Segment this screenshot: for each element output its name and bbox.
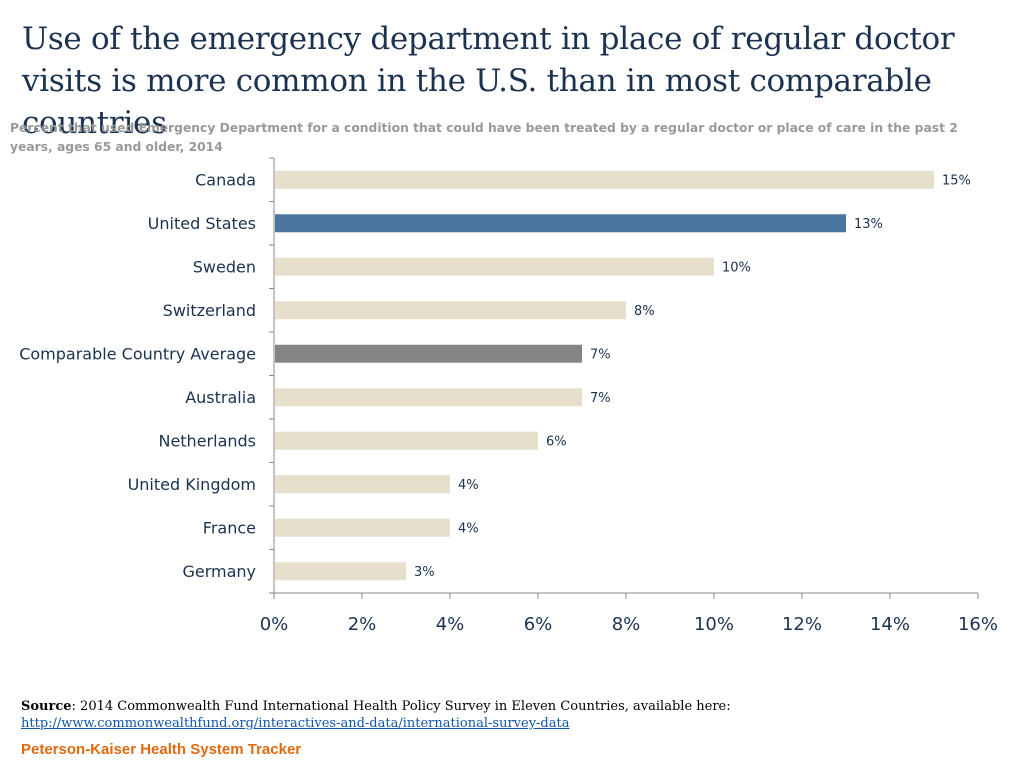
data-label: 4%: [458, 521, 479, 536]
data-label: 3%: [414, 565, 435, 580]
bar: [275, 431, 538, 450]
bar: [275, 344, 582, 363]
category-label: Australia: [185, 388, 256, 407]
category-label: Germany: [182, 562, 256, 581]
source-note: Source: 2014 Commonwealth Fund Internati…: [21, 698, 1001, 732]
data-label: 13%: [854, 217, 883, 232]
bar: [275, 214, 846, 233]
bar: [275, 257, 714, 276]
category-label: Switzerland: [163, 301, 256, 320]
category-label: United States: [148, 214, 256, 233]
data-label: 4%: [458, 478, 479, 493]
data-label: 7%: [590, 391, 611, 406]
data-label: 6%: [546, 434, 567, 449]
brand-footer: Peterson-Kaiser Health System Tracker: [21, 741, 302, 758]
category-label: France: [203, 518, 256, 537]
category-label: Canada: [195, 170, 256, 189]
x-tick-label: 2%: [348, 614, 377, 635]
x-tick-label: 10%: [694, 614, 734, 635]
category-label: Sweden: [193, 257, 256, 276]
category-label: Netherlands: [158, 431, 256, 450]
x-tick-label: 12%: [782, 614, 822, 635]
category-label: Comparable Country Average: [19, 344, 256, 363]
bar-chart: 0% 2% 4% 6% 8% 10% 12% 14% 16% Canada 15% United St…: [19, 157, 998, 635]
data-label: 10%: [722, 260, 751, 275]
bar: [275, 518, 450, 537]
x-tick-label: 6%: [524, 614, 553, 635]
category-label: United Kingdom: [128, 475, 256, 494]
chart-subtitle: Percent that used Emergency Department f…: [10, 121, 958, 154]
data-label: 7%: [590, 347, 611, 362]
x-tick-label: 4%: [436, 614, 465, 635]
x-tick-label: 8%: [612, 614, 641, 635]
source-link[interactable]: http://www.commonwealthfund.org/interact…: [21, 716, 570, 731]
bar: [275, 301, 626, 320]
bar: [275, 170, 934, 189]
chart-title: Use of the emergency department in place…: [22, 21, 955, 141]
data-label: 15%: [942, 173, 971, 188]
x-tick-label: 14%: [870, 614, 910, 635]
source-text: : 2014 Commonwealth Fund International H…: [71, 699, 731, 714]
source-label: Source: [21, 699, 72, 714]
bar: [275, 388, 582, 407]
bar: [275, 475, 450, 494]
x-tick-label: 0%: [260, 614, 289, 635]
x-tick-label: 16%: [958, 614, 998, 635]
data-label: 8%: [634, 304, 655, 319]
bar: [275, 562, 406, 581]
